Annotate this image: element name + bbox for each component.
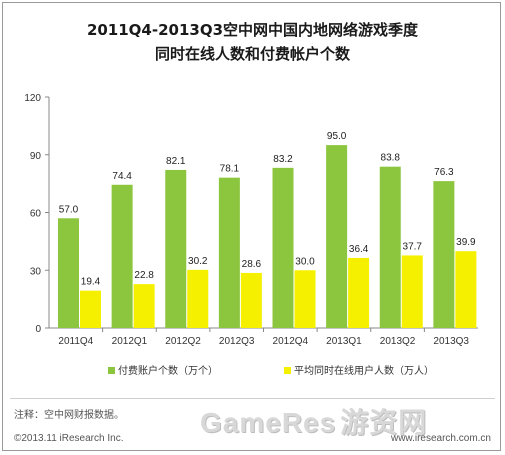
copyright-text: ©2013.11 iResearch Inc.: [14, 433, 124, 444]
bar-paid-accounts: [272, 167, 294, 328]
y-tick-label: 90: [30, 151, 42, 162]
site-url: www.iresearch.com.cn: [390, 433, 491, 444]
y-tick-label: 0: [35, 324, 41, 335]
x-tick-label: 2012Q2: [165, 336, 201, 347]
legend-swatch: [284, 367, 291, 374]
bar-online-users: [240, 272, 262, 328]
data-label: 83.8: [381, 153, 401, 164]
bar-online-users: [401, 255, 423, 328]
bar-paid-accounts: [165, 169, 187, 328]
legend-swatch: [108, 367, 115, 374]
x-tick-label: 2013Q2: [380, 336, 416, 347]
bar-online-users: [133, 284, 155, 328]
data-label: 95.0: [327, 131, 347, 142]
data-label: 39.9: [456, 237, 476, 248]
bar-paid-accounts: [379, 166, 401, 328]
bar-paid-accounts: [218, 177, 240, 328]
chart-title-line-2: 同时在线人数和付费帐户个数: [154, 45, 350, 63]
bar-online-users: [455, 251, 477, 328]
bar-paid-accounts: [433, 181, 455, 328]
chart-title-line-1: 2011Q4-2013Q3空中网中国内地网络游戏季度: [86, 21, 419, 39]
x-tick-label: 2012Q4: [273, 336, 309, 347]
bar-online-users: [348, 257, 370, 328]
source-note: 注释：空中网财报数据。: [14, 410, 124, 421]
legend-label: 付费账户个数（万个）: [118, 364, 218, 377]
bar-online-users: [294, 270, 316, 328]
bar-paid-accounts: [111, 184, 133, 328]
x-tick-label: 2011Q4: [58, 336, 93, 347]
data-label: 76.3: [434, 167, 454, 178]
y-tick-label: 30: [30, 266, 42, 277]
data-label: 83.2: [273, 154, 293, 165]
data-label: 78.1: [220, 164, 240, 175]
legend-label: 平均同时在线用户人数（万人）: [294, 364, 434, 377]
data-label: 19.4: [81, 277, 101, 288]
data-label: 82.1: [166, 156, 186, 167]
watermark-cn: 游资网: [340, 406, 428, 439]
data-label: 22.8: [134, 270, 154, 281]
bar-online-users: [80, 290, 101, 328]
watermark-logo: GameRes 游资网: [200, 401, 427, 441]
footer-divider: [10, 398, 495, 399]
chart-frame: [2, 2, 501, 451]
bar-online-users: [187, 269, 209, 328]
data-label: 28.6: [242, 259, 262, 270]
data-label: 74.4: [112, 171, 132, 182]
bar-paid-accounts: [58, 218, 79, 328]
data-label: 37.7: [403, 241, 423, 252]
data-label: 36.4: [349, 244, 369, 255]
x-tick-label: 2012Q1: [112, 336, 148, 347]
data-label: 30.0: [295, 256, 315, 267]
y-tick-label: 60: [30, 209, 42, 220]
x-tick-label: 2012Q3: [219, 336, 255, 347]
y-tick-label: 120: [24, 93, 41, 104]
bar-chart: 0 30 60 90 120 2011Q4 57.0 19.4 2012Q1 74.4 22.8 20…: [24, 93, 478, 377]
x-tick-label: 2013Q3: [433, 336, 469, 347]
data-label: 57.0: [59, 204, 79, 215]
data-label: 30.2: [188, 256, 208, 267]
bar-paid-accounts: [326, 145, 348, 328]
watermark-brand: GameRes: [200, 407, 337, 438]
x-tick-label: 2013Q1: [326, 336, 362, 347]
